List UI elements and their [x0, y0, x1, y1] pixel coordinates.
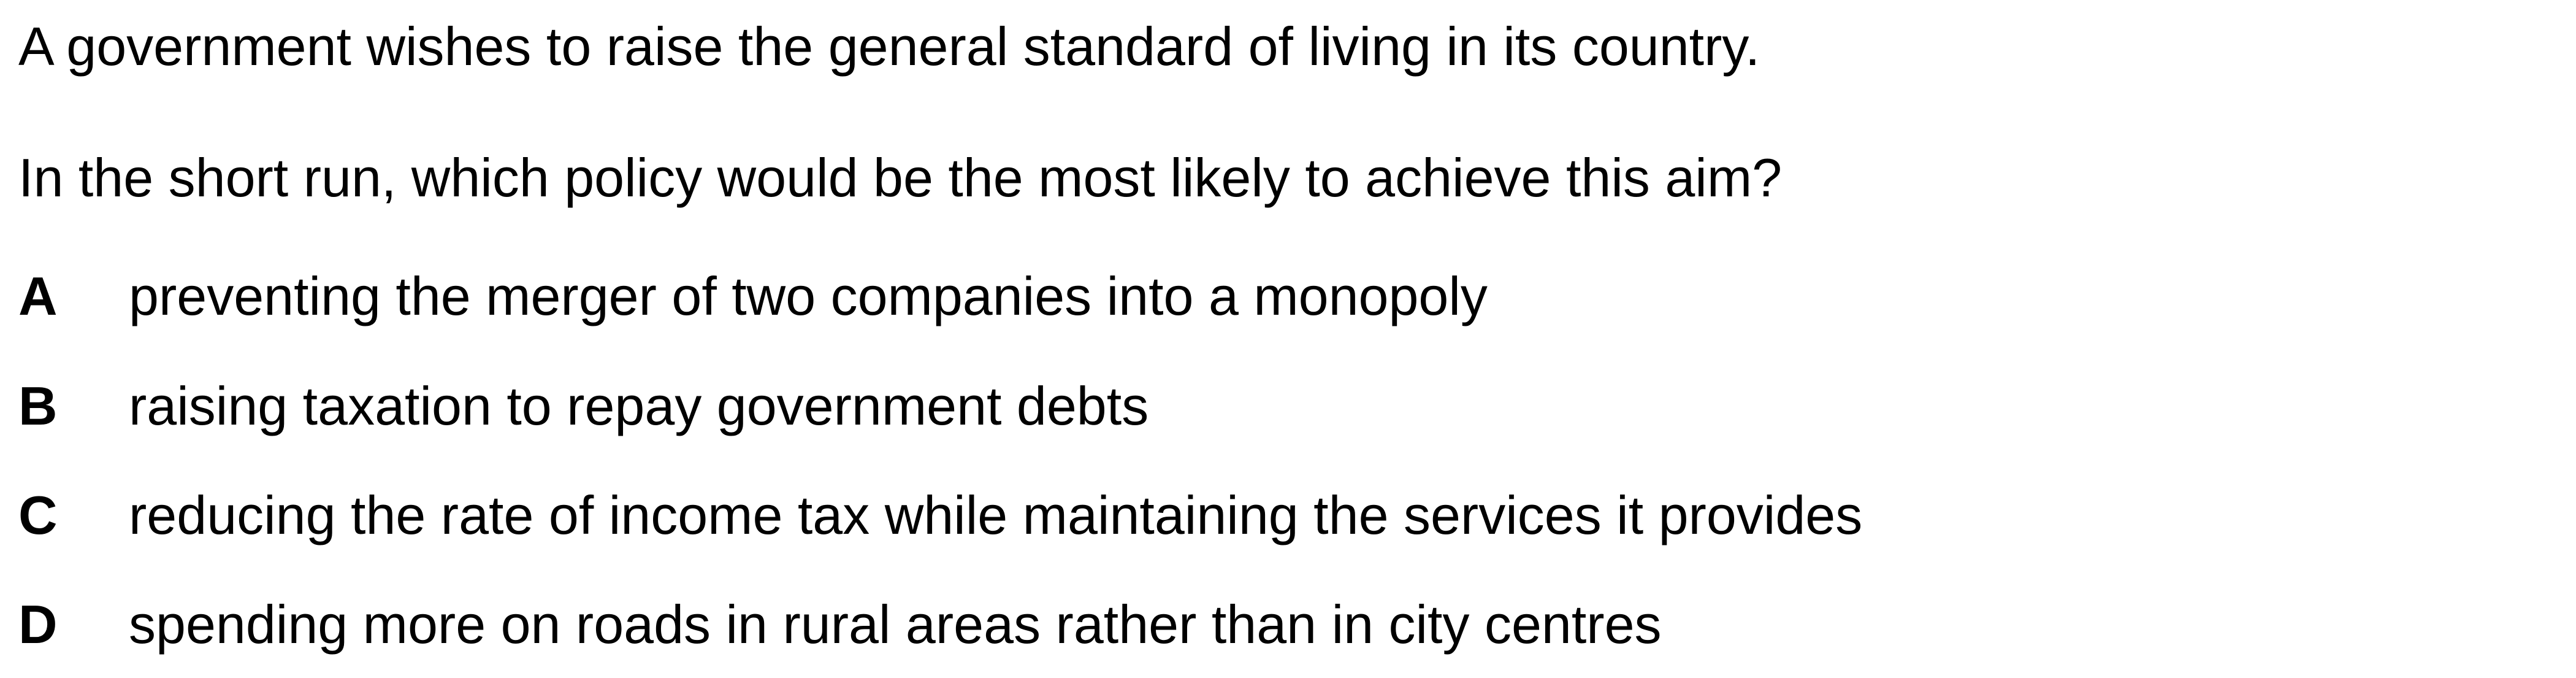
option-text-c: reducing the rate of income tax while ma…: [129, 485, 1863, 545]
option-letter-b: B: [18, 376, 58, 436]
option-text-d: spending more on roads in rural areas ra…: [129, 594, 1662, 655]
question-stem-context: A government wishes to raise the general…: [18, 16, 1760, 77]
answer-option-b: B raising taxation to repay government d…: [18, 376, 2226, 437]
option-text-a: preventing the merger of two companies i…: [129, 266, 1488, 326]
question-stem-prompt: In the short run, which policy would be …: [18, 147, 1783, 208]
option-letter-d: D: [18, 594, 58, 655]
option-letter-c: C: [18, 485, 58, 545]
option-letter-a: A: [18, 266, 58, 326]
answer-option-a: A preventing the merger of two companies…: [18, 266, 2226, 327]
answer-option-c: C reducing the rate of income tax while …: [18, 485, 2226, 546]
option-text-b: raising taxation to repay government deb…: [129, 376, 1149, 436]
answer-option-d: D spending more on roads in rural areas …: [18, 594, 2226, 655]
